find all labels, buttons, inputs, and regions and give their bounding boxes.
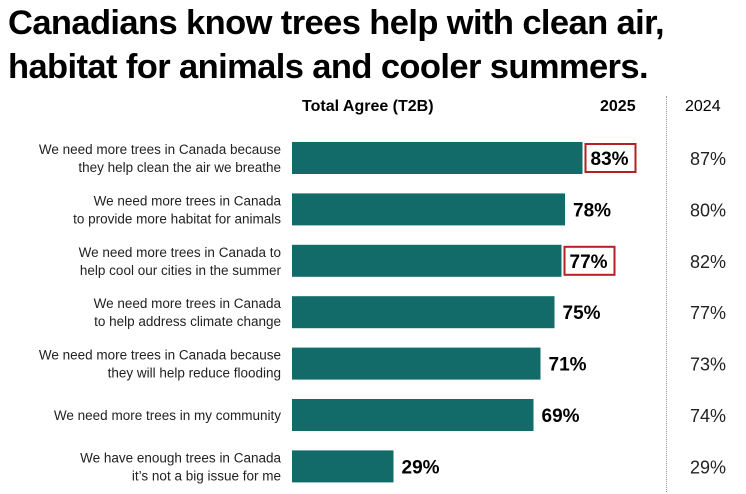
value-label-2025: 83% — [591, 149, 629, 170]
value-label-2025: 75% — [563, 303, 601, 324]
bar-2025 — [292, 142, 583, 174]
value-label-2024: 87% — [690, 149, 726, 169]
value-label-2025: 71% — [549, 355, 587, 376]
category-label-line: We have enough trees in Canada — [80, 450, 281, 465]
category-label-line: We need more trees in Canada because — [39, 348, 281, 363]
chart-title-line-1: Canadians know trees help with clean air… — [8, 4, 665, 42]
bar-2025 — [292, 296, 555, 329]
series-header: Total Agree (T2B) — [302, 98, 434, 115]
category-label-line: We need more trees in Canada — [94, 296, 282, 311]
value-label-2025: 29% — [402, 457, 440, 478]
bar-2025 — [292, 347, 541, 380]
current-year-header: 2025 — [600, 98, 636, 115]
highlight-box — [563, 245, 616, 276]
category-label-line: they will help reduce flooding — [108, 366, 281, 381]
bar-2025 — [292, 244, 562, 277]
category-label: We need more trees in Canada to help cool… — [79, 245, 282, 278]
value-label-2025: 78% — [573, 200, 611, 221]
chart-title-line-2: habitat for animals and cooler summers. — [8, 48, 649, 86]
category-label: We need more trees in Canada to provide m… — [73, 193, 281, 226]
highlight-box — [584, 143, 637, 173]
value-label-2025: 69% — [542, 406, 580, 427]
category-label: We need more trees in Canada because they… — [39, 348, 281, 381]
category-label-line: We need more trees in Canada — [94, 193, 282, 208]
value-label-2024: 29% — [690, 457, 726, 477]
column-divider — [666, 96, 667, 492]
value-label-2024: 77% — [690, 303, 726, 323]
value-label-2024: 74% — [690, 406, 726, 426]
bar-2025 — [292, 450, 394, 483]
previous-year-header: 2024 — [685, 98, 721, 115]
category-label: We need more trees in Canada because they… — [39, 142, 281, 175]
value-label-2024: 80% — [690, 200, 726, 220]
category-label-line: it’s not a big issue for me — [132, 468, 281, 483]
category-label-line: to provide more habitat for animals — [73, 211, 281, 226]
category-label: We need more trees in my community — [54, 408, 281, 423]
bar-2025 — [292, 399, 534, 431]
category-label-line: We need more trees in my community — [54, 408, 281, 423]
bar-2025 — [292, 193, 565, 226]
category-label-line: they help clean the air we breathe — [78, 160, 281, 175]
category-label: We need more trees in Canada to help addr… — [94, 296, 282, 329]
value-label-2024: 73% — [690, 355, 726, 375]
category-label-line: to help address climate change — [94, 314, 281, 329]
category-label-line: We need more trees in Canada because — [39, 142, 281, 157]
category-label-line: We need more trees in Canada to — [79, 245, 281, 260]
category-label: We have enough trees in Canada it’s not a… — [80, 450, 281, 483]
value-label-2024: 82% — [690, 252, 726, 272]
value-label-2025: 77% — [570, 252, 608, 273]
category-label-line: help cool our cities in the summer — [80, 263, 282, 278]
